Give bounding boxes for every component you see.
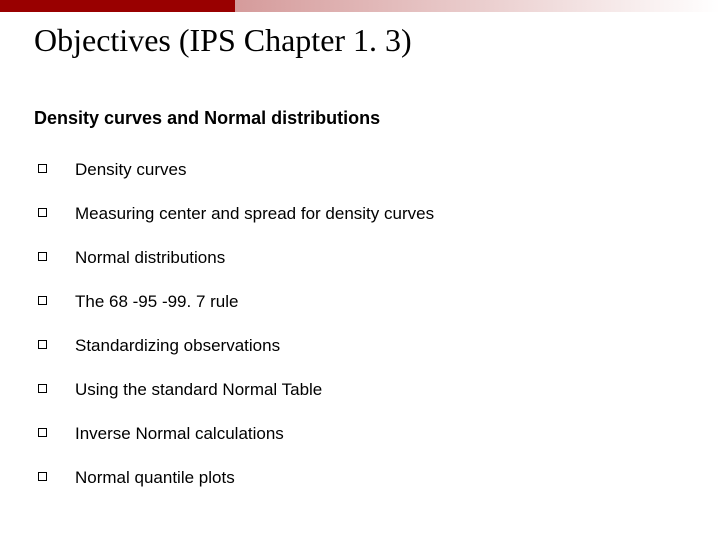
square-bullet-icon — [38, 252, 47, 261]
top-accent-bar-right — [235, 0, 720, 12]
list-item: Inverse Normal calculations — [34, 424, 674, 468]
top-accent-bar-left — [0, 0, 235, 12]
square-bullet-icon — [38, 428, 47, 437]
list-item-label: The 68 -95 -99. 7 rule — [75, 292, 674, 312]
slide-title: Objectives (IPS Chapter 1. 3) — [34, 22, 412, 59]
bullet-list: Density curves Measuring center and sprea… — [34, 160, 674, 512]
top-accent-bar — [0, 0, 720, 12]
square-bullet-icon — [38, 208, 47, 217]
list-item: Normal quantile plots — [34, 468, 674, 512]
slide-subtitle: Density curves and Normal distributions — [34, 108, 380, 129]
list-item: Using the standard Normal Table — [34, 380, 674, 424]
list-item: Normal distributions — [34, 248, 674, 292]
list-item: Density curves — [34, 160, 674, 204]
square-bullet-icon — [38, 296, 47, 305]
list-item-label: Measuring center and spread for density … — [75, 204, 674, 224]
slide: Objectives (IPS Chapter 1. 3) Density cu… — [0, 0, 720, 540]
square-bullet-icon — [38, 340, 47, 349]
list-item: Standardizing observations — [34, 336, 674, 380]
list-item: The 68 -95 -99. 7 rule — [34, 292, 674, 336]
list-item-label: Standardizing observations — [75, 336, 674, 356]
square-bullet-icon — [38, 164, 47, 173]
square-bullet-icon — [38, 472, 47, 481]
list-item: Measuring center and spread for density … — [34, 204, 674, 248]
list-item-label: Density curves — [75, 160, 674, 180]
list-item-label: Normal distributions — [75, 248, 674, 268]
list-item-label: Normal quantile plots — [75, 468, 674, 488]
list-item-label: Using the standard Normal Table — [75, 380, 674, 400]
list-item-label: Inverse Normal calculations — [75, 424, 674, 444]
square-bullet-icon — [38, 384, 47, 393]
